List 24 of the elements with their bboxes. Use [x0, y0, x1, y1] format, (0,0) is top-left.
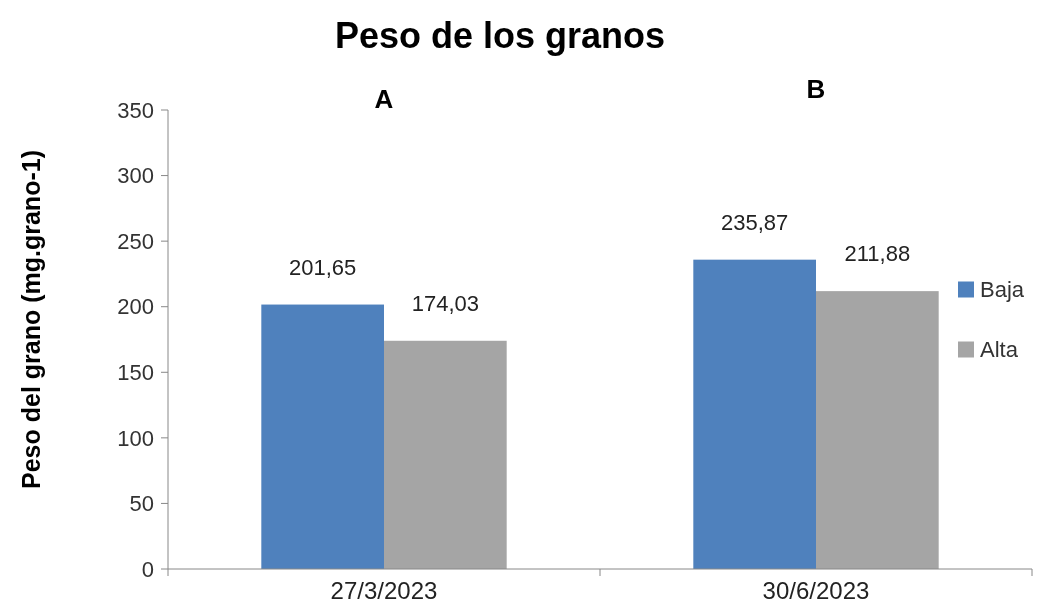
- x-tick-label: 30/6/2023: [762, 577, 870, 604]
- x-tick-label: 27/3/2023: [330, 577, 438, 604]
- data-label: 201,65: [289, 254, 357, 280]
- bar: [693, 259, 816, 569]
- bar: [261, 304, 384, 569]
- data-label: 211,88: [844, 241, 911, 267]
- bar: [816, 291, 939, 569]
- legend-label: Baja: [980, 277, 1025, 303]
- chart-title: Peso de los granos: [334, 15, 666, 56]
- y-tick-label: 250: [117, 228, 154, 254]
- y-tick-label: 150: [117, 359, 154, 385]
- y-tick-label: 0: [141, 556, 154, 582]
- y-tick-label: 50: [129, 491, 154, 517]
- annotation: A: [374, 84, 394, 114]
- y-tick-label: 100: [117, 425, 154, 451]
- bar: [384, 340, 507, 569]
- data-label: 235,87: [721, 209, 789, 235]
- data-label: 174,03: [411, 290, 479, 316]
- y-tick-label: 200: [117, 294, 154, 320]
- y-tick-label: 300: [117, 163, 154, 189]
- legend-label: Alta: [980, 337, 1019, 363]
- text: B: [806, 74, 826, 104]
- y-tick-label: 350: [117, 97, 154, 123]
- y-axis-title: Peso del grano (mg.grano-1): [17, 150, 45, 489]
